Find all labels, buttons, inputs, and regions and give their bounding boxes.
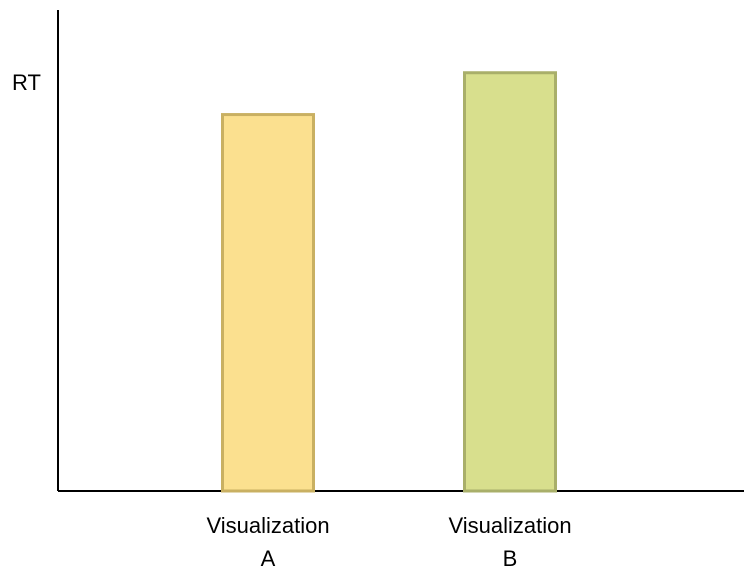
bar-1 bbox=[221, 113, 315, 493]
category-label-line1: Visualization bbox=[448, 513, 571, 538]
category-label-line1: Visualization bbox=[206, 513, 329, 538]
category-labels-group: Visualization A Visualization B bbox=[206, 513, 571, 571]
y-axis-label: RT bbox=[12, 70, 41, 95]
category-label-line2: B bbox=[503, 546, 518, 571]
chart-axes bbox=[57, 10, 744, 492]
category-label-line2: A bbox=[261, 546, 276, 571]
bars-group bbox=[221, 71, 557, 493]
bar-2 bbox=[463, 71, 557, 493]
